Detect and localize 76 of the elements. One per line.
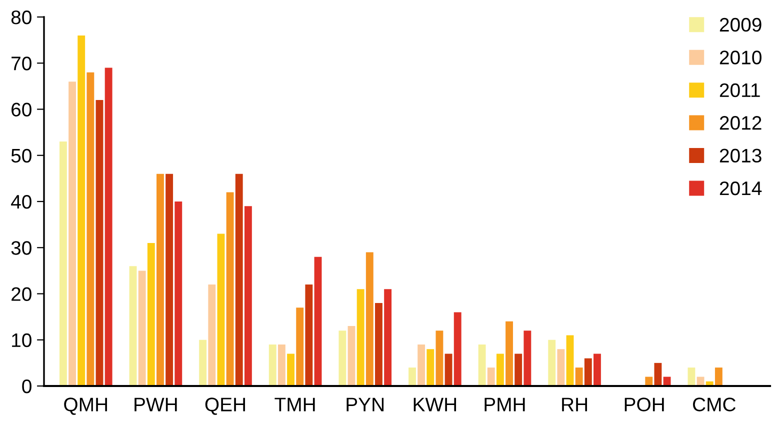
- x-tick-label: PWH: [134, 398, 177, 412]
- bar: [235, 174, 243, 386]
- bar: [654, 362, 662, 386]
- bar: [217, 234, 225, 386]
- y-tick-label: 0: [22, 379, 32, 394]
- bar: [454, 312, 462, 386]
- bar: [496, 354, 504, 386]
- y-tick-label: 10: [12, 333, 32, 348]
- x-tick-label: RH: [562, 398, 587, 412]
- legend-label: 2014: [720, 181, 762, 196]
- bar: [86, 72, 94, 386]
- bar: [278, 344, 286, 386]
- y-tick-label: 50: [11, 148, 32, 163]
- bar: [514, 354, 522, 386]
- bar: [418, 344, 426, 386]
- bar: [384, 289, 392, 386]
- x-tick-label: CMC: [693, 398, 736, 412]
- bar: [584, 358, 592, 386]
- x-tick-label: POH: [624, 398, 664, 412]
- bar: [444, 354, 452, 386]
- bar: [426, 349, 434, 386]
- bar: [408, 368, 416, 386]
- bar: [244, 206, 252, 386]
- legend-label: 2011: [720, 83, 760, 98]
- bar: [129, 266, 137, 386]
- y-tick-label: 30: [11, 241, 32, 255]
- bar: [594, 354, 601, 386]
- bar: [96, 100, 104, 386]
- bar: [338, 330, 346, 386]
- bar: [296, 308, 304, 386]
- y-tick-label: 20: [12, 287, 32, 301]
- bar: [478, 344, 486, 386]
- x-tick-label: QMH: [64, 398, 107, 415]
- bar: [524, 330, 532, 386]
- bar: [557, 349, 565, 386]
- bar: [356, 289, 364, 386]
- bar: [487, 368, 495, 386]
- bar: [199, 340, 207, 386]
- bar: [348, 326, 356, 386]
- bar: [566, 335, 574, 386]
- x-tick-label: TMH: [274, 398, 315, 412]
- bar: [506, 321, 513, 386]
- bar: [548, 340, 556, 386]
- x-tick-label: PYN: [346, 398, 384, 412]
- bar: [59, 142, 67, 386]
- bar: [375, 302, 382, 386]
- bar: [174, 202, 182, 386]
- bar: [104, 68, 112, 386]
- bar: [714, 368, 722, 386]
- bar: [436, 330, 444, 386]
- bar: [226, 192, 234, 386]
- bar: [287, 354, 294, 386]
- legend-label: 2013: [720, 148, 762, 163]
- y-tick-label: 40: [11, 194, 32, 209]
- bar: [78, 35, 86, 386]
- bar: [156, 174, 164, 386]
- legend-label: 2010: [720, 50, 762, 64]
- x-tick-label: PMH: [484, 398, 525, 412]
- bar: [147, 243, 155, 386]
- y-tick-label: 60: [12, 102, 32, 116]
- bar: [314, 256, 322, 386]
- bar: [688, 368, 696, 386]
- y-tick-label: 80: [11, 10, 32, 24]
- legend-label: 2012: [720, 116, 762, 130]
- bar: [268, 344, 276, 386]
- bar: [575, 368, 583, 386]
- bar: [68, 82, 76, 386]
- bar: [166, 174, 174, 386]
- bar: [305, 284, 313, 386]
- legend-label: 2009: [720, 18, 762, 32]
- x-tick-label: KWH: [414, 398, 456, 412]
- y-tick-label: 70: [12, 56, 32, 70]
- bar: [138, 270, 146, 386]
- bar: [366, 252, 374, 386]
- x-tick-label: QEH: [205, 398, 245, 415]
- bar: [208, 284, 216, 386]
